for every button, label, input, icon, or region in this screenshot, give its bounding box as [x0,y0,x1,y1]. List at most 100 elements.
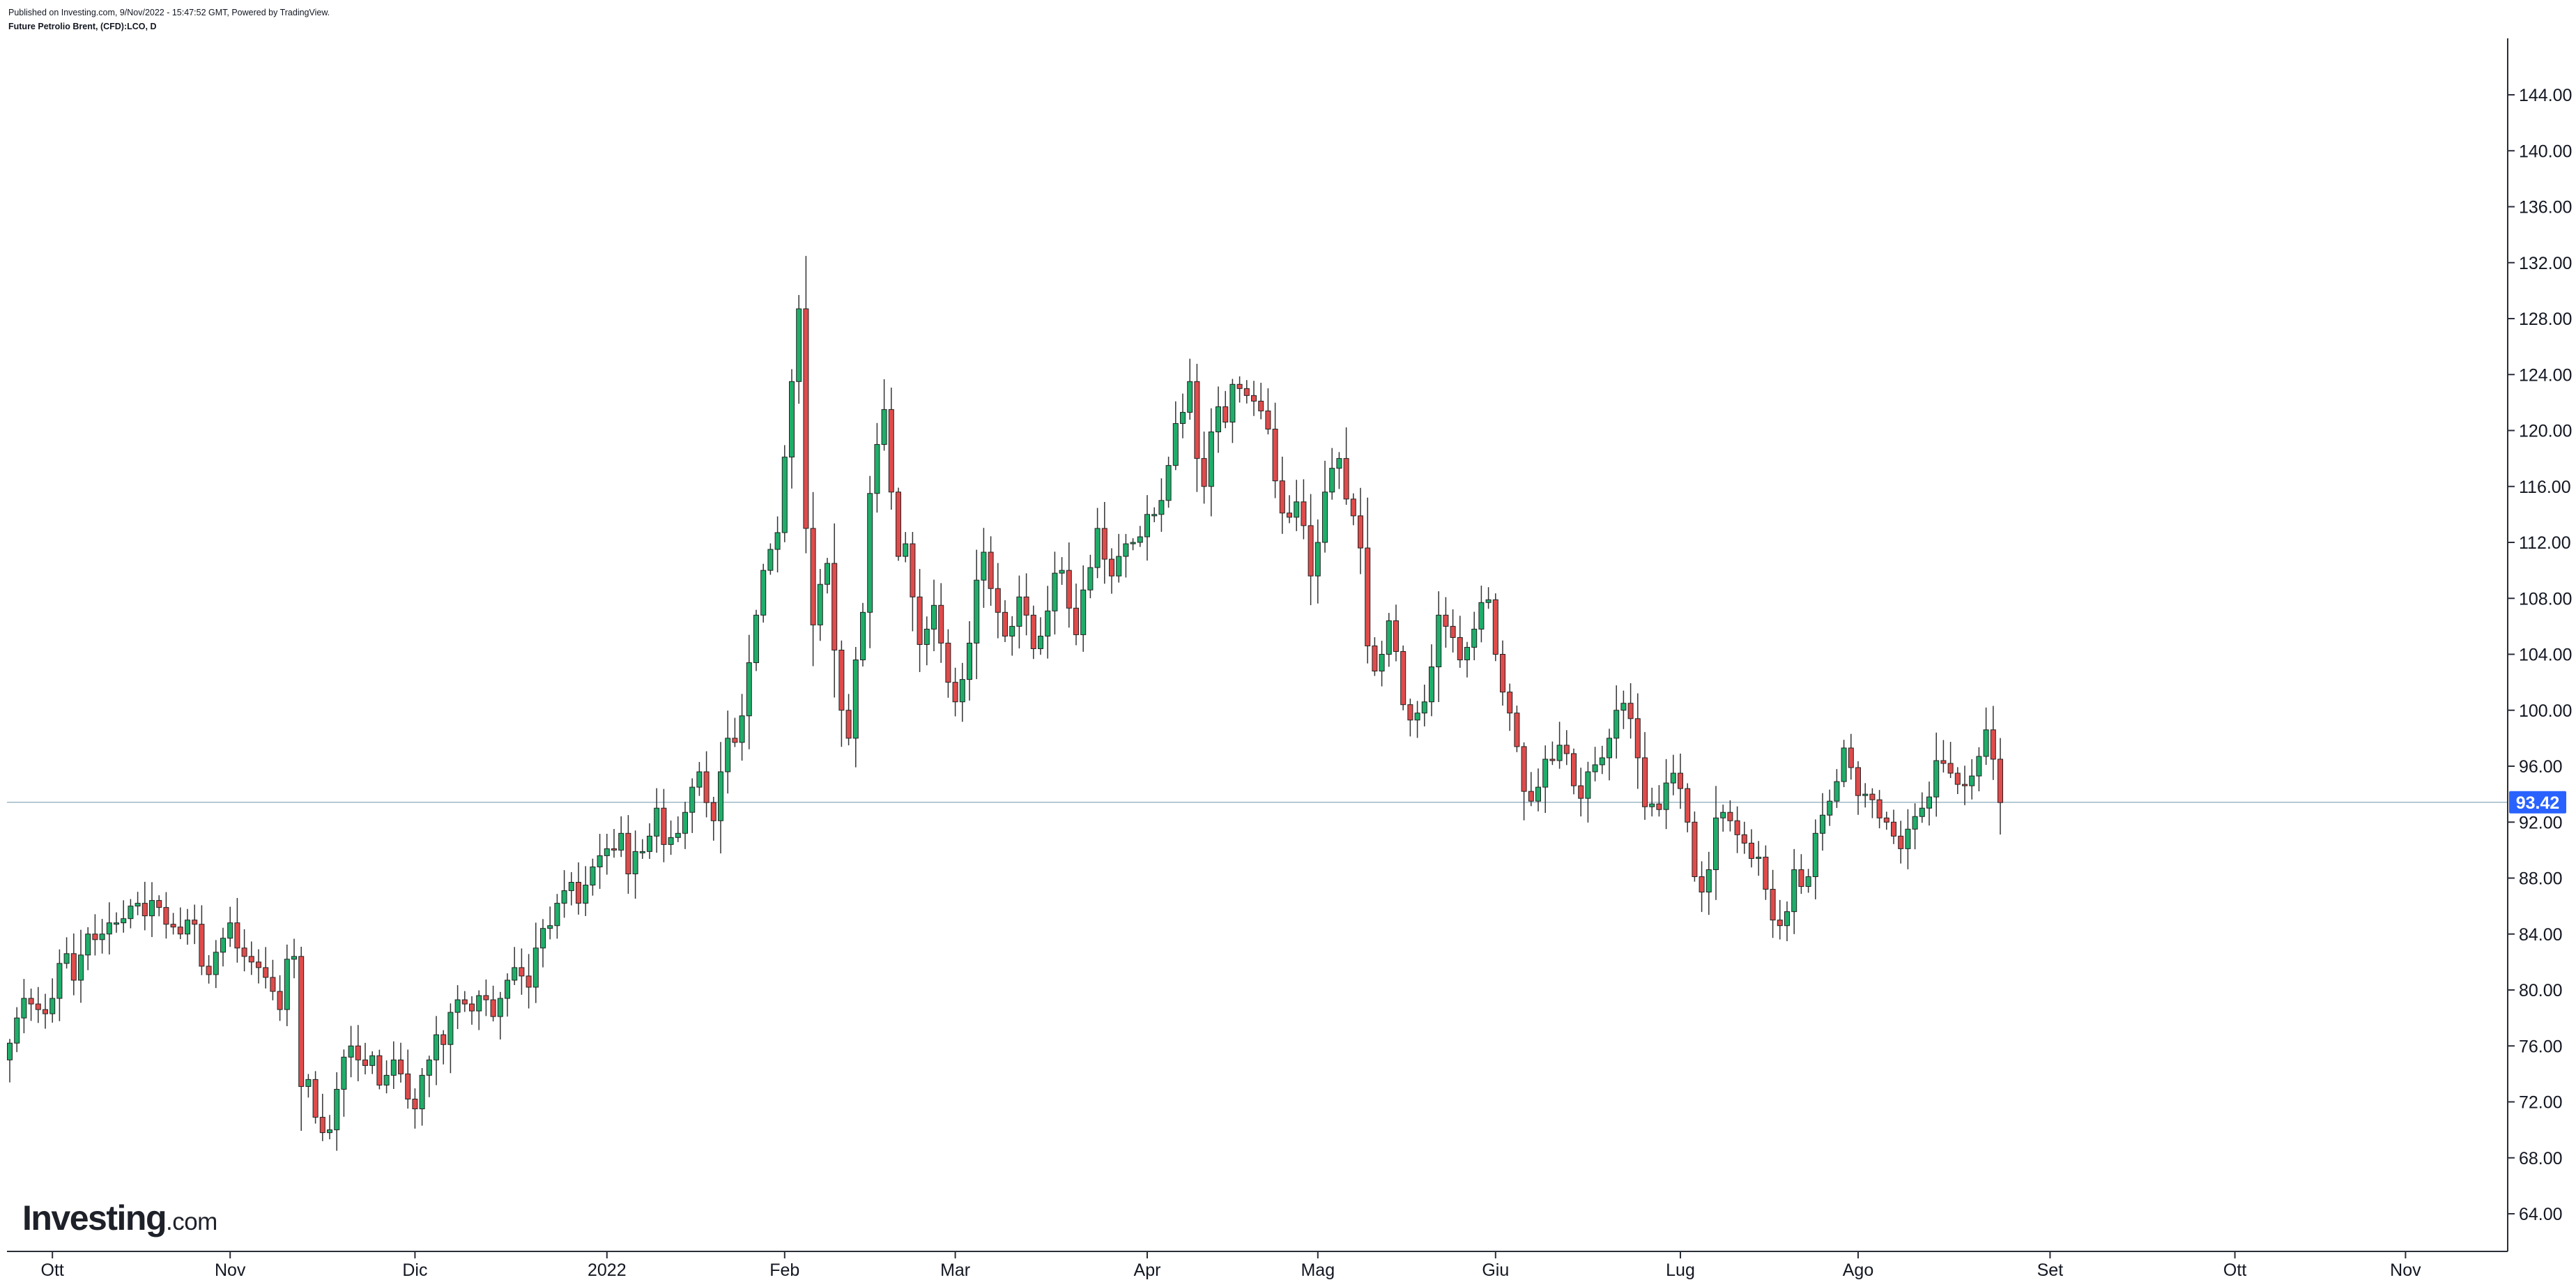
candle-body-down [519,967,525,977]
candle-body-up [1720,812,1726,818]
candle [163,892,169,939]
candle-body-up [1016,596,1022,627]
candle-body-down [1243,388,1250,396]
candle-body-down [263,967,269,978]
candle-body-down [1954,772,1961,785]
candle-body-up [1464,646,1470,661]
candle [532,922,539,1003]
candle-body-up [852,660,859,739]
y-tick-label: 68.00 [2519,1149,2563,1168]
candle [447,1003,454,1074]
candle-body-down [888,409,894,493]
candle [426,1056,432,1097]
candle-body-down [319,1117,325,1134]
candle-body-down [1770,889,1776,921]
candle [1507,683,1513,731]
candle-body-up [327,1129,332,1134]
candle [121,900,127,933]
candle-body-down [376,1055,383,1085]
candle [732,717,738,747]
candle-body-down [1222,406,1229,422]
candle [1094,508,1101,579]
candle [227,906,233,947]
candle [206,955,212,984]
candle [1329,448,1335,500]
candle [661,788,667,862]
candle [810,492,816,666]
candle [1876,790,1883,829]
candle-body-up [675,832,681,838]
candle [1087,554,1094,599]
candle-body-down [1563,745,1570,754]
candle [1386,613,1392,667]
candle [141,881,148,931]
candle-body-up [185,920,190,935]
candle-body-up [981,551,987,581]
candle [874,422,880,513]
candle [1151,507,1158,523]
candle [1492,593,1498,662]
candle [647,823,652,860]
candle-body-down [199,924,205,967]
candle-body-up [1386,620,1392,655]
candle-body-down [732,738,738,743]
candle [461,991,468,1012]
candle-body-down [469,1003,475,1012]
candle-body-up [1229,383,1236,422]
candle [675,816,681,842]
candle-body-up [213,952,219,975]
candle [1187,358,1193,420]
candle [1400,645,1406,710]
candle-body-up [1336,458,1342,469]
candle-body-up [760,570,767,616]
candle [1983,707,1989,765]
candle [92,914,98,956]
candle-body-down [1962,784,1968,786]
candle-body-up [639,851,645,853]
candle-body-down [1763,856,1769,890]
candle-body-up [1322,492,1328,543]
candle [1229,379,1236,443]
candle [1521,742,1527,821]
candle-body-down [917,596,923,645]
candle [85,927,91,970]
y-tick-label: 76.00 [2519,1037,2563,1056]
candle [1556,722,1563,769]
candle-body-down [1514,713,1520,747]
candle-body-down [1571,753,1577,786]
candle [383,1060,390,1094]
candle-body-down [1685,788,1691,823]
candle-body-up [1009,625,1015,637]
candle [590,858,596,896]
candle-body-up [419,1074,425,1110]
candle-body-up [1599,757,1605,765]
x-tick-label: Ott [41,1260,64,1280]
candle [1294,480,1300,531]
candle [760,563,767,623]
candle [1805,869,1811,893]
candle [1208,408,1214,517]
candle [995,563,1001,639]
candle-body-up [1137,536,1143,543]
candle [1258,383,1264,420]
x-tick-label: Ott [2223,1260,2246,1280]
candle-body-down [845,710,852,739]
candle-body-up [654,807,660,837]
candle [888,387,894,510]
candle-body-up [1123,543,1129,557]
candle [1563,730,1570,765]
candle-body-up [1436,614,1442,668]
candle [469,996,475,1025]
candle-body-down [1749,842,1754,859]
candle-body-down [1066,570,1072,609]
candle [476,990,482,1030]
candle-body-up [632,851,638,874]
candle [1080,565,1087,652]
candle [1741,821,1747,854]
candle-body-down [1492,599,1498,655]
candle [568,871,574,906]
candle-body-down [1030,614,1036,649]
candle [1243,380,1250,404]
candle-body-down [1407,704,1413,721]
